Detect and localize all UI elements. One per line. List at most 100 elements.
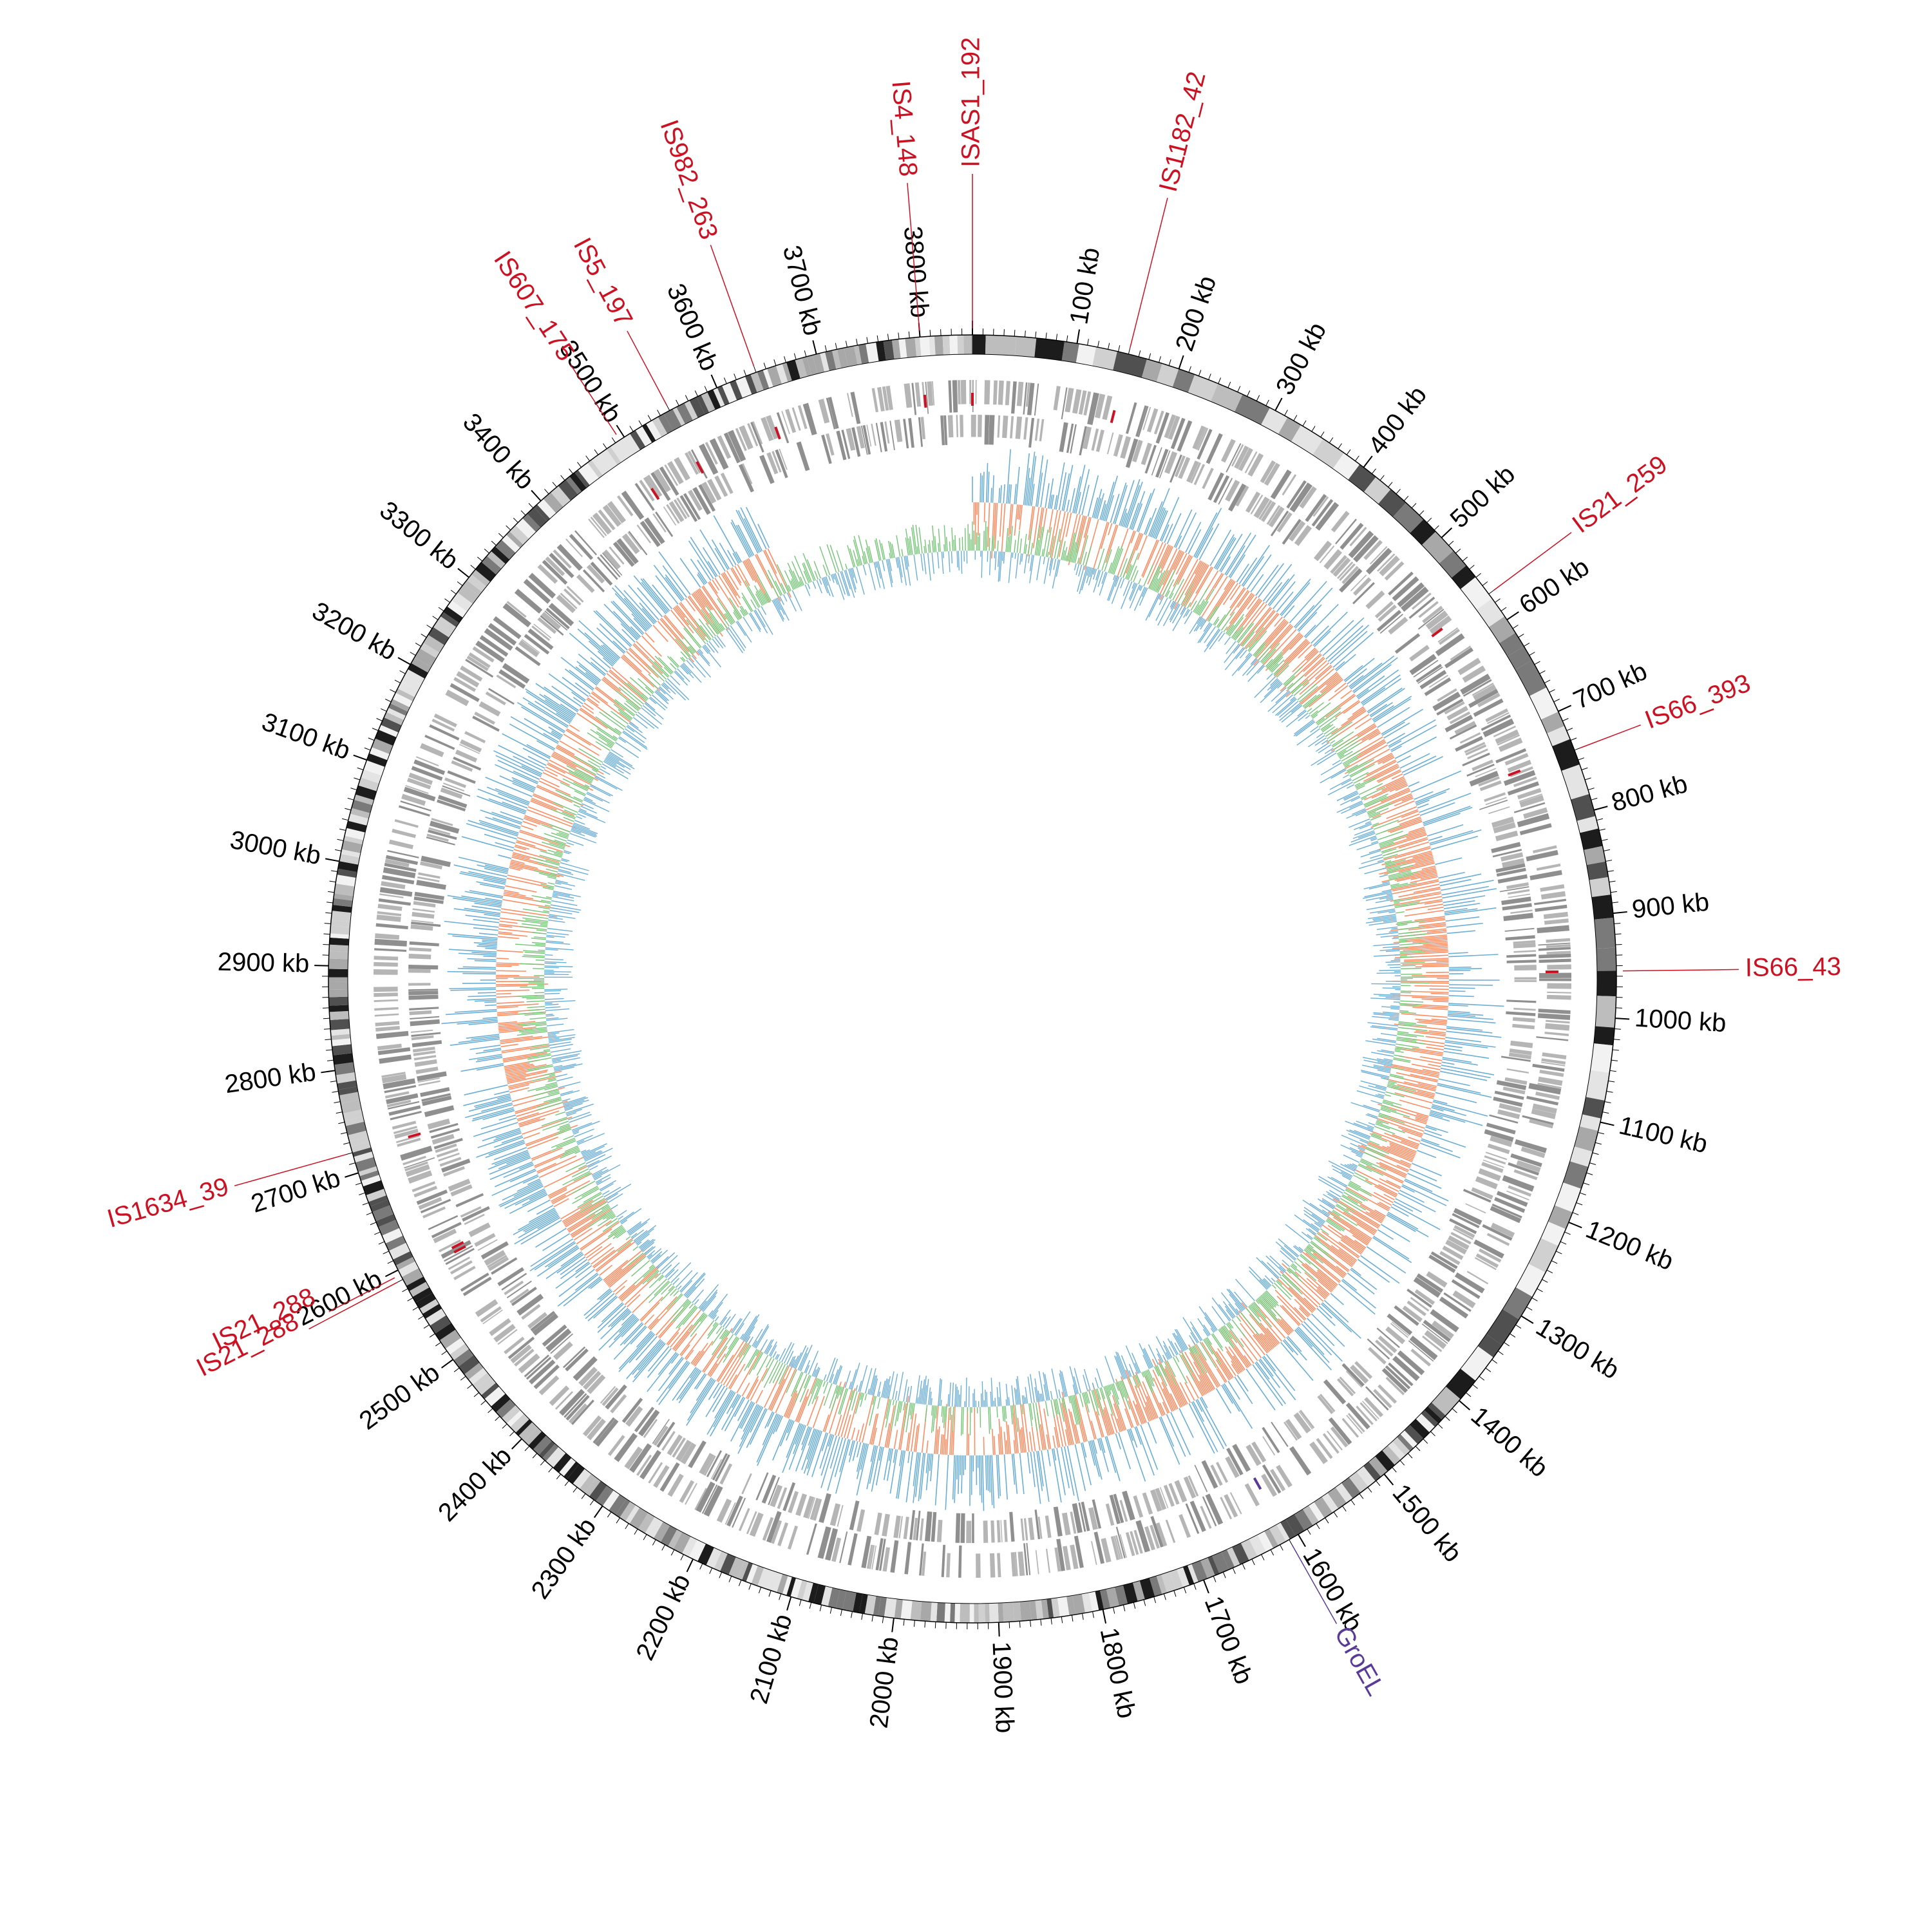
ideogram-band bbox=[1170, 1569, 1183, 1590]
skew-bar bbox=[537, 1155, 577, 1174]
cds-forward-block bbox=[504, 1336, 525, 1354]
minor-tick bbox=[1284, 410, 1288, 416]
skew-bar bbox=[713, 1391, 735, 1428]
cds-forward-block bbox=[377, 904, 402, 911]
gc-bar bbox=[1356, 1090, 1384, 1099]
gc-bar bbox=[886, 1385, 891, 1399]
skew-bar bbox=[1383, 1193, 1395, 1200]
gc-bar bbox=[1279, 703, 1301, 721]
cds-reverse-block bbox=[537, 617, 557, 634]
skew-bar bbox=[1113, 482, 1127, 524]
gc-bar bbox=[1220, 1292, 1239, 1315]
gc-bar bbox=[642, 1269, 659, 1285]
ideogram-band bbox=[920, 336, 931, 357]
gc-bar bbox=[1365, 1040, 1396, 1046]
cds-forward-block bbox=[647, 475, 663, 497]
cds-reverse-block bbox=[893, 1515, 901, 1539]
cds-reverse-block bbox=[1245, 491, 1261, 513]
cds-forward-block bbox=[866, 1544, 874, 1569]
ideogram-band bbox=[1046, 1598, 1054, 1618]
gc-bar bbox=[591, 1207, 611, 1220]
ideogram-band bbox=[345, 1121, 367, 1135]
minor-tick bbox=[1564, 1231, 1571, 1235]
skew-bar bbox=[1387, 1146, 1415, 1159]
skew-bar bbox=[721, 573, 741, 605]
gc-bar bbox=[1294, 1261, 1317, 1282]
gc-bar bbox=[1353, 1122, 1374, 1131]
skew-bar bbox=[560, 1251, 582, 1267]
minor-tick bbox=[680, 1554, 684, 1560]
cds-reverse-block bbox=[1105, 1503, 1115, 1526]
gc-bar bbox=[1311, 1223, 1320, 1231]
gc-bar bbox=[1382, 1102, 1401, 1108]
cds-forward-block bbox=[709, 438, 729, 470]
cds-forward-block bbox=[460, 1273, 489, 1292]
minor-tick bbox=[1437, 1423, 1443, 1429]
cds-reverse-block bbox=[1510, 1040, 1533, 1048]
minor-tick bbox=[423, 1324, 430, 1329]
gc-bar bbox=[1397, 920, 1426, 925]
skew-bar bbox=[1195, 566, 1212, 594]
skew-bar bbox=[1255, 1303, 1286, 1339]
gc-bar bbox=[595, 1174, 611, 1183]
skew-bar bbox=[475, 999, 497, 1002]
gc-bar bbox=[1216, 614, 1226, 628]
gc-bar bbox=[1185, 609, 1190, 617]
gc-bar bbox=[1385, 1091, 1405, 1098]
skew-bar bbox=[741, 1402, 755, 1429]
gc-bar bbox=[1145, 1370, 1153, 1387]
gc-bar bbox=[1376, 1119, 1389, 1124]
skew-bar bbox=[782, 1423, 802, 1473]
skew-bar bbox=[1110, 1413, 1118, 1434]
skew-bar bbox=[1008, 504, 1012, 536]
ideogram-band bbox=[372, 1205, 394, 1222]
gc-bar bbox=[1247, 1306, 1262, 1322]
major-tick bbox=[1568, 1222, 1582, 1229]
cds-forward-block bbox=[1529, 1119, 1553, 1129]
skew-bar bbox=[1394, 1092, 1433, 1104]
skew-bar bbox=[548, 1187, 567, 1198]
cds-forward-block bbox=[1377, 553, 1396, 572]
gc-bar bbox=[1231, 630, 1238, 638]
gc-bar bbox=[1399, 1010, 1409, 1012]
gc-bar bbox=[1213, 616, 1219, 625]
skew-bar bbox=[1448, 966, 1472, 969]
cds-reverse-block bbox=[409, 1010, 432, 1016]
ideogram-band bbox=[1593, 1026, 1615, 1046]
minor-tick bbox=[1071, 1615, 1074, 1622]
gc-bar bbox=[1350, 1102, 1380, 1113]
gc-bar bbox=[1072, 1395, 1081, 1425]
skew-bar bbox=[491, 811, 523, 824]
gc-bar bbox=[1360, 1080, 1387, 1088]
gc-bar bbox=[1352, 830, 1375, 839]
skew-bar bbox=[1425, 1036, 1446, 1040]
cds-reverse-block bbox=[609, 546, 625, 565]
skew-bar bbox=[511, 777, 536, 789]
skew-bar bbox=[1195, 507, 1222, 558]
skew-bar bbox=[498, 933, 527, 937]
cds-reverse-block bbox=[564, 588, 582, 606]
gc-bar bbox=[872, 1396, 876, 1405]
cds-forward-block bbox=[659, 466, 679, 496]
minor-tick bbox=[473, 1392, 479, 1397]
tick-label: 2100 kb bbox=[744, 1611, 797, 1707]
gc-bar bbox=[1056, 539, 1062, 560]
gc-bar bbox=[1113, 574, 1116, 580]
gc-bar bbox=[1242, 659, 1258, 676]
gc-bar bbox=[1204, 629, 1221, 652]
gc-bar bbox=[1314, 737, 1327, 746]
ideogram-band bbox=[458, 1355, 480, 1375]
gc-bar bbox=[1181, 1352, 1194, 1373]
skew-bar bbox=[1368, 1141, 1414, 1161]
gc-bar bbox=[719, 1329, 727, 1340]
gc-bar bbox=[571, 1168, 589, 1178]
cds-reverse-block bbox=[1213, 475, 1230, 504]
gc-bar bbox=[892, 1399, 895, 1406]
gc-bar bbox=[1353, 822, 1372, 830]
minor-tick bbox=[666, 404, 670, 411]
cds-reverse-block bbox=[1508, 1052, 1531, 1059]
cds-forward-block bbox=[1472, 683, 1494, 696]
ideogram-band bbox=[453, 1349, 474, 1367]
major-tick bbox=[891, 1618, 895, 1633]
cds-reverse-block bbox=[437, 795, 468, 808]
